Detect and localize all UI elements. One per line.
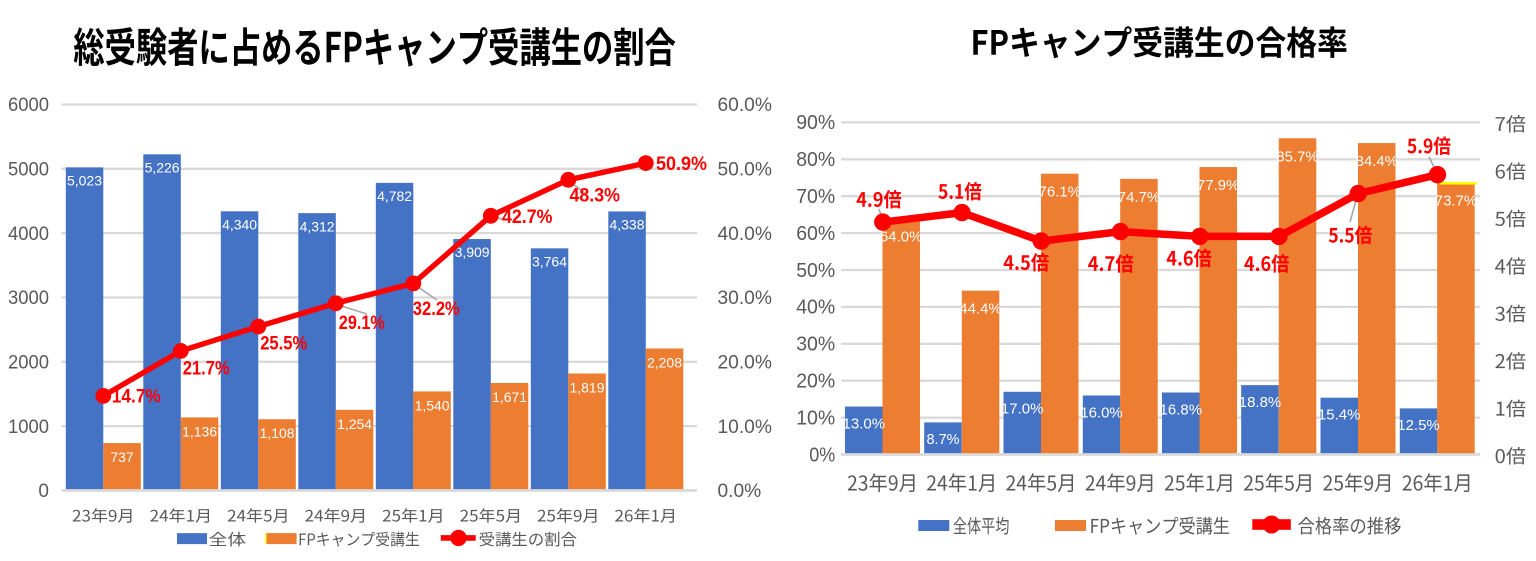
svg-text:85.7%: 85.7% [1276, 149, 1319, 165]
svg-text:5,226: 5,226 [145, 160, 180, 176]
svg-text:13.0%: 13.0% [843, 416, 886, 432]
svg-text:1,254: 1,254 [337, 416, 372, 432]
svg-text:64.0%: 64.0% [880, 229, 923, 245]
svg-text:50.0%: 50.0% [718, 160, 772, 181]
svg-text:40.0%: 40.0% [718, 224, 772, 245]
svg-text:3000: 3000 [8, 288, 49, 309]
svg-text:42.7%: 42.7% [502, 207, 553, 228]
svg-text:74.7%: 74.7% [1118, 190, 1161, 206]
svg-text:80%: 80% [796, 149, 835, 171]
svg-text:2,208: 2,208 [647, 355, 682, 371]
svg-text:17.0%: 17.0% [1001, 402, 1044, 418]
svg-text:8.7%: 8.7% [927, 432, 960, 448]
svg-text:4,782: 4,782 [377, 188, 412, 204]
svg-text:14.7%: 14.7% [112, 386, 161, 407]
svg-text:10.0%: 10.0% [718, 417, 772, 438]
svg-text:48.3%: 48.3% [570, 186, 621, 207]
svg-text:2000: 2000 [8, 353, 49, 374]
svg-text:50.9%: 50.9% [656, 154, 707, 175]
svg-text:77.9%: 77.9% [1197, 178, 1240, 194]
svg-text:25.5%: 25.5% [260, 334, 307, 355]
svg-text:70%: 70% [796, 186, 835, 208]
svg-text:10%: 10% [796, 407, 835, 429]
svg-text:84.4%: 84.4% [1356, 154, 1399, 170]
svg-text:1000: 1000 [8, 417, 49, 438]
svg-text:3,909: 3,909 [455, 244, 490, 260]
svg-text:73.7%: 73.7% [1435, 194, 1478, 210]
svg-text:44.4%: 44.4% [959, 302, 1002, 318]
svg-text:40%: 40% [796, 297, 835, 319]
svg-text:0.0%: 0.0% [718, 481, 762, 502]
svg-text:5,023: 5,023 [67, 173, 102, 189]
svg-text:12.5%: 12.5% [1397, 418, 1440, 434]
svg-text:76.1%: 76.1% [1039, 185, 1082, 201]
svg-text:1,540: 1,540 [415, 397, 450, 413]
svg-text:1,671: 1,671 [492, 389, 527, 405]
svg-text:21.7%: 21.7% [183, 359, 230, 380]
svg-text:1,136: 1,136 [182, 423, 217, 439]
svg-text:4,340: 4,340 [222, 217, 257, 233]
svg-text:4,312: 4,312 [300, 218, 335, 234]
svg-text:6000: 6000 [8, 95, 49, 116]
svg-text:29.1%: 29.1% [339, 313, 385, 334]
svg-text:16.0%: 16.0% [1080, 405, 1123, 421]
svg-text:50%: 50% [796, 260, 835, 282]
svg-text:5000: 5000 [8, 160, 49, 181]
svg-text:1,819: 1,819 [569, 380, 604, 396]
svg-text:0%: 0% [809, 444, 835, 466]
svg-text:20.0%: 20.0% [718, 353, 772, 374]
svg-text:18.8%: 18.8% [1239, 395, 1282, 411]
svg-text:0: 0 [38, 481, 49, 502]
svg-text:90%: 90% [796, 112, 835, 134]
svg-text:1,108: 1,108 [260, 425, 295, 441]
svg-text:4000: 4000 [8, 224, 49, 245]
svg-text:60.0%: 60.0% [718, 95, 772, 116]
svg-text:15.4%: 15.4% [1318, 408, 1361, 424]
svg-text:3,764: 3,764 [532, 254, 567, 270]
svg-text:4,338: 4,338 [609, 217, 644, 233]
svg-text:30%: 30% [796, 334, 835, 356]
svg-text:20%: 20% [796, 371, 835, 393]
svg-text:16.8%: 16.8% [1160, 402, 1203, 418]
svg-text:737: 737 [110, 449, 134, 465]
svg-text:30.0%: 30.0% [718, 288, 772, 309]
svg-text:60%: 60% [796, 223, 835, 245]
svg-text:32.2%: 32.2% [413, 299, 460, 320]
